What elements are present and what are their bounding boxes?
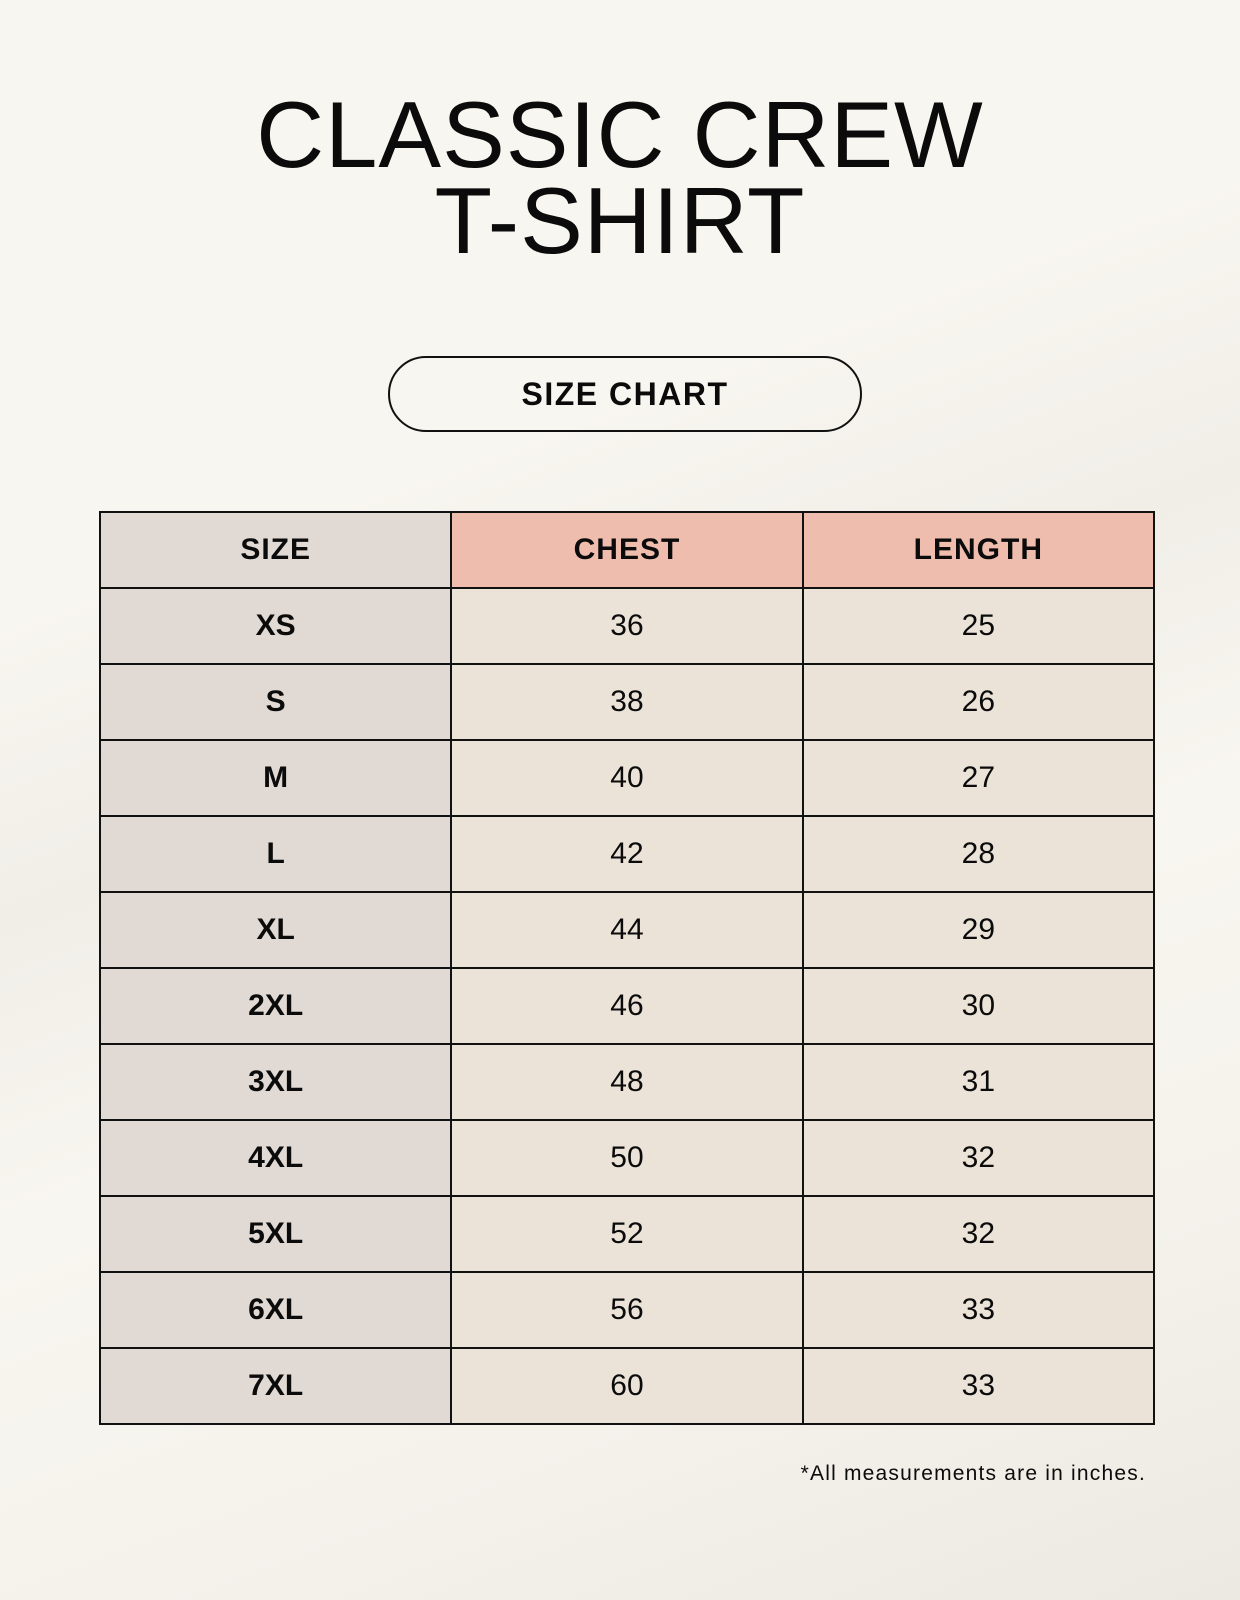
cell-chest: 50 (450, 1119, 804, 1197)
cell-size: 6XL (98, 1271, 453, 1349)
cell-length: 29 (801, 891, 1156, 969)
cell-size: 7XL (98, 1347, 453, 1425)
table-row: 4XL 50 32 (98, 1119, 1156, 1197)
cell-chest: 48 (450, 1043, 804, 1121)
cell-chest: 56 (450, 1271, 804, 1349)
cell-chest: 44 (450, 891, 804, 969)
cell-size: 5XL (98, 1195, 453, 1273)
title-line-2: T-SHIRT (434, 168, 806, 273)
table-row: XL 44 29 (98, 891, 1156, 969)
table-row: S 38 26 (98, 663, 1156, 741)
title-line-1: CLASSIC CREW (256, 82, 984, 187)
table-row: M 40 27 (98, 739, 1156, 817)
page-title: CLASSIC CREW T-SHIRT (0, 82, 1240, 273)
header-size: SIZE (98, 511, 453, 589)
cell-size: XS (98, 587, 453, 665)
size-table: SIZE CHEST LENGTH XS 36 25 S 38 26 M 40 27 L 42 28 X… (98, 511, 1156, 1425)
cell-chest: 36 (450, 587, 804, 665)
cell-chest: 38 (450, 663, 804, 741)
cell-chest: 46 (450, 967, 804, 1045)
size-chart-badge: SIZE CHART (388, 356, 862, 432)
cell-length: 33 (801, 1271, 1156, 1349)
cell-length: 33 (801, 1347, 1156, 1425)
cell-size: XL (98, 891, 453, 969)
header-chest: CHEST (450, 511, 804, 589)
table-row: 2XL 46 30 (98, 967, 1156, 1045)
cell-length: 27 (801, 739, 1156, 817)
footnote: *All measurements are in inches. (800, 1462, 1146, 1485)
table-row: 3XL 48 31 (98, 1043, 1156, 1121)
header-length: LENGTH (801, 511, 1156, 589)
table-row: 7XL 60 33 (98, 1347, 1156, 1425)
cell-chest: 40 (450, 739, 804, 817)
table-row: XS 36 25 (98, 587, 1156, 665)
cell-length: 26 (801, 663, 1156, 741)
cell-length: 30 (801, 967, 1156, 1045)
cell-size: S (98, 663, 453, 741)
table-row: L 42 28 (98, 815, 1156, 893)
table-row: 6XL 56 33 (98, 1271, 1156, 1349)
cell-length: 32 (801, 1119, 1156, 1197)
table-header-row: SIZE CHEST LENGTH (98, 511, 1156, 589)
cell-size: 4XL (98, 1119, 453, 1197)
cell-size: L (98, 815, 453, 893)
cell-length: 25 (801, 587, 1156, 665)
cell-size: 2XL (98, 967, 453, 1045)
cell-size: M (98, 739, 453, 817)
cell-chest: 52 (450, 1195, 804, 1273)
cell-chest: 60 (450, 1347, 804, 1425)
table-row: 5XL 52 32 (98, 1195, 1156, 1273)
cell-length: 28 (801, 815, 1156, 893)
cell-chest: 42 (450, 815, 804, 893)
cell-length: 32 (801, 1195, 1156, 1273)
cell-length: 31 (801, 1043, 1156, 1121)
cell-size: 3XL (98, 1043, 453, 1121)
